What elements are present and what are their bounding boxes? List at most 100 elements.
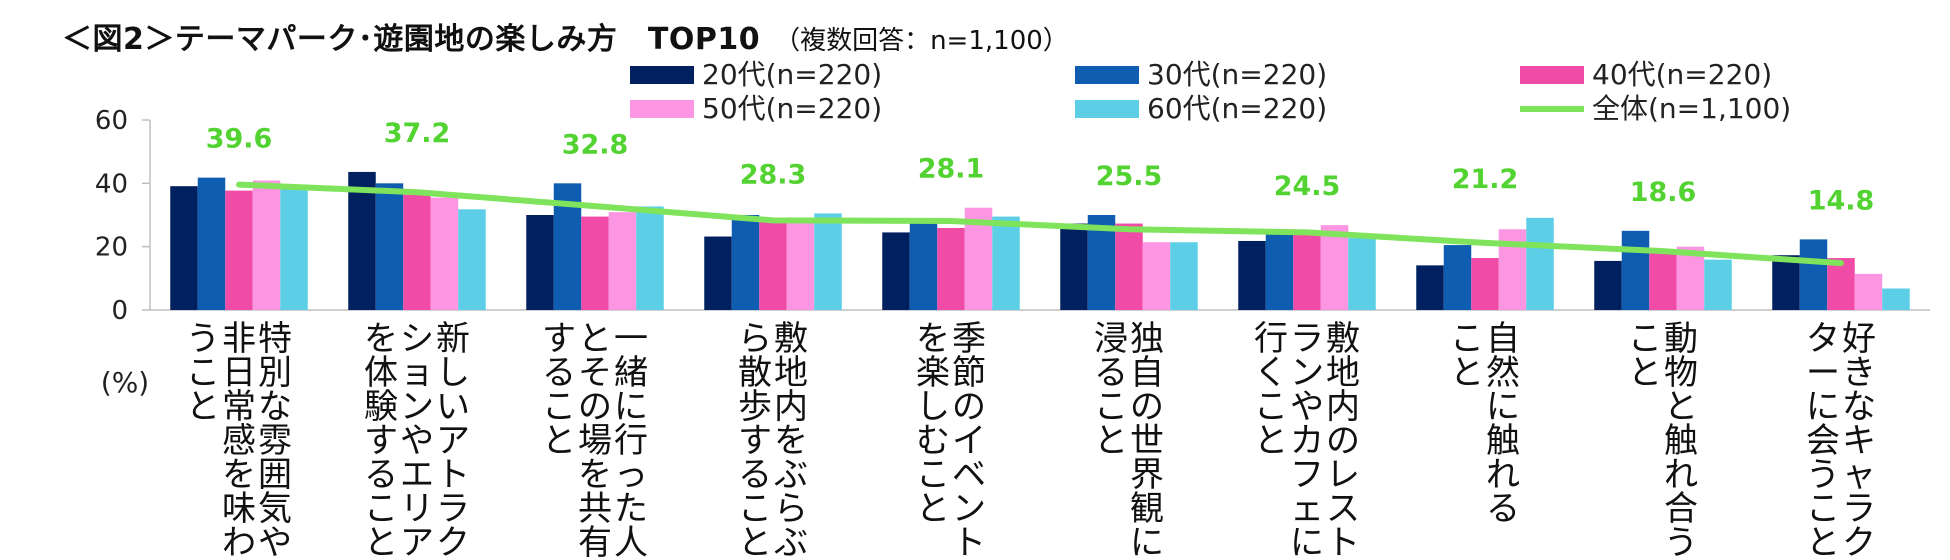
bar [430,197,459,310]
data-label: 25.5 [1096,161,1163,192]
bar [1799,239,1828,310]
bar [1320,225,1349,310]
data-labels: 39.6 37.2 32.8 28.3 28.1 25.5 24.5 21.2 18.6 14.8 [206,118,1875,216]
legend-swatch [1075,66,1139,84]
category-label-column: 特別な雰囲気や [258,319,292,560]
category-label-column: ターに会うこと [1806,319,1840,560]
category-label-column: ションやエリア [400,319,434,560]
bar [1443,245,1472,310]
bar [1827,258,1855,310]
category-label-column: 敷地内のレスト [1326,319,1360,560]
bar [581,216,609,310]
category-label-column: 敷地内をぶらぶ [774,319,808,560]
bar [348,171,376,310]
category-label-column: を楽しむこと [916,319,950,529]
data-label: 28.1 [918,154,985,185]
bar [1772,255,1800,310]
category-label-column: 独自の世界観に [1130,319,1164,560]
bar [992,216,1020,310]
chart-legend: 20代(n=220) 30代(n=220) 40代(n=220) 50代(n=220)… [630,58,1791,125]
y-axis-unit: (%) [101,366,149,399]
category-label-column: ランやカフェに [1290,319,1324,560]
category-label-column: すること [542,319,576,461]
legend-label: 全体(n=1,100) [1592,92,1791,125]
chart-subtitle: （複数回答：n=1,100） [774,26,1069,56]
data-label: 14.8 [1808,185,1875,216]
bar [1471,258,1499,310]
bar [704,236,732,310]
bar [608,212,637,310]
bar [403,194,431,310]
bar [375,183,404,310]
legend-label: 60代(n=220) [1147,92,1327,125]
category-label-column: 行くこと [1254,319,1288,461]
legend-label: 20代(n=220) [702,58,882,91]
category-label-column: 一緒に行った人 [614,319,648,560]
category-label-column: 新しいアトラク [436,319,470,560]
category-label-column: うこと [186,319,220,427]
bar [252,180,281,310]
bar [786,219,815,310]
bar [909,223,938,310]
data-label: 37.2 [384,118,451,149]
bar [1676,246,1705,310]
data-label: 18.6 [1630,177,1697,208]
bar [1115,223,1143,310]
chart-title-main: ＜図2＞テーマパーク･遊園地の楽しみ方 TOP10 [62,22,761,57]
bar [1293,232,1321,310]
data-label: 39.6 [206,124,273,155]
y-tick-label: 60 [95,106,128,136]
category-label-column: 自然に触れる [1486,319,1520,529]
bar [1170,242,1198,310]
legend-swatch [630,100,694,118]
legend-swatch [1075,100,1139,118]
bar [1526,217,1554,310]
data-label: 28.3 [740,159,807,190]
bar [1060,223,1088,310]
category-label-column: こと [1628,319,1662,393]
bar [636,206,664,310]
data-label: 21.2 [1452,164,1519,195]
category-label-column: 浸ること [1094,319,1128,461]
bar [1416,265,1444,310]
bar [1882,288,1910,310]
bar [1142,242,1171,310]
category-label-column: 季節のイベント [952,319,986,560]
data-label: 32.8 [562,129,629,160]
y-tick-label: 40 [95,169,128,199]
data-label: 24.5 [1274,171,1341,202]
chart-axes: 0 20 40 60 (%) [95,106,1930,399]
bar [225,190,253,310]
bar [1854,273,1883,310]
category-label-column: 好きなキャラク [1842,319,1876,560]
bar [1649,252,1677,310]
bar [1621,230,1650,310]
total-line [236,181,1844,267]
legend-swatch [630,66,694,84]
bar [1594,260,1622,310]
category-label-column: 動物と触れ合う [1664,319,1698,560]
total-series-line [236,181,1844,267]
bar [759,217,787,310]
bar [1348,238,1376,310]
category-label-column: を体験すること [364,319,398,560]
bar [1265,230,1294,310]
bar [1238,240,1266,310]
legend-label: 40代(n=220) [1592,58,1772,91]
bar [526,215,554,310]
y-tick-label: 0 [111,296,128,326]
y-tick-label: 20 [95,233,128,263]
bar [280,187,308,310]
category-label-column: 非日常感を味わ [222,319,256,560]
legend-swatch [1520,66,1584,84]
legend-label: 50代(n=220) [702,92,882,125]
category-label-column: こと [1450,319,1484,393]
bar [731,215,760,310]
bar [170,186,198,310]
category-label-column: ら散歩すること [738,319,772,560]
category-label-column: とその場を共有 [578,319,612,560]
bar [937,227,965,310]
bar [882,232,910,310]
